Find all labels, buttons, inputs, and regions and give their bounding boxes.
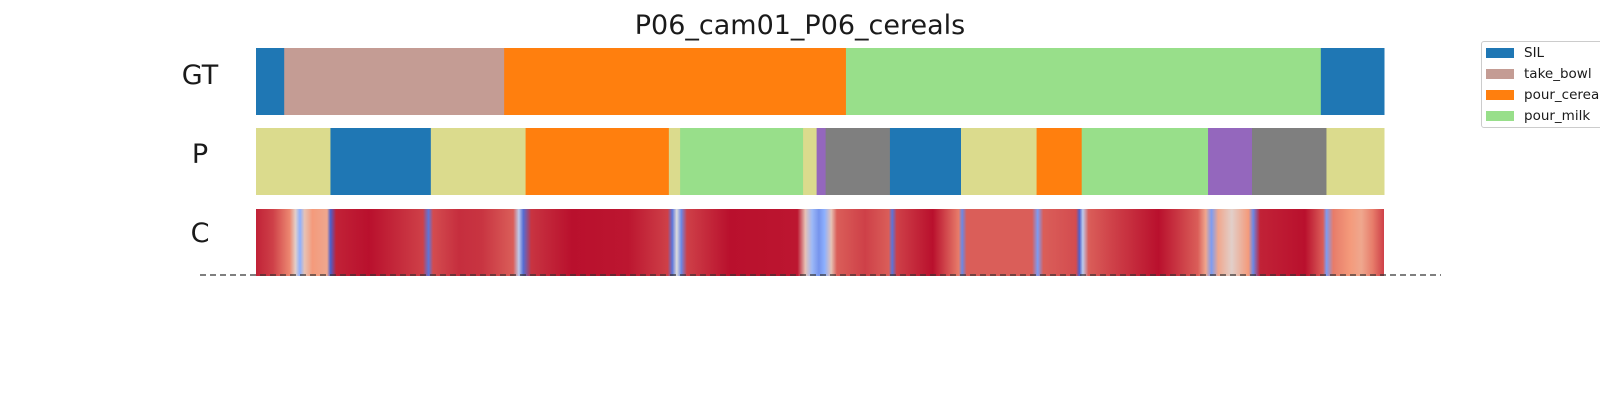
legend: SIL take_bowl pour_cereals pour_milk — [1481, 41, 1600, 128]
segment-p-12 — [1081, 128, 1209, 195]
legend-swatch-pour-cereals — [1486, 90, 1514, 100]
segment-p-7 — [816, 128, 827, 195]
legend-label: SIL — [1524, 45, 1545, 61]
row-label-c: C — [190, 218, 210, 249]
segment-p-10 — [961, 128, 1038, 195]
legend-swatch-sil — [1486, 48, 1514, 58]
legend-label: take_bowl — [1524, 66, 1592, 82]
segment-p-3 — [525, 128, 670, 195]
legend-label: pour_milk — [1524, 108, 1591, 124]
gt-segment-row — [256, 48, 1385, 115]
segment-gt-1 — [284, 48, 505, 115]
legend-item-take-bowl: take_bowl — [1486, 65, 1592, 83]
row-label-gt: GT — [181, 60, 219, 91]
chart-title: P06_cam01_P06_cereals — [634, 10, 966, 41]
legend-item-pour-milk: pour_milk — [1486, 107, 1590, 125]
legend-swatch-take-bowl — [1486, 69, 1514, 79]
confidence-row — [256, 209, 1384, 276]
segment-p-9 — [889, 128, 962, 195]
segment-p-2 — [430, 128, 527, 195]
segment-p-15 — [1326, 128, 1385, 195]
segment-p-0 — [256, 128, 331, 195]
segment-p-5 — [680, 128, 804, 195]
segment-gt-2 — [504, 48, 847, 115]
segment-gt-4 — [1320, 48, 1385, 115]
row-label-p: P — [191, 139, 209, 170]
segment-p-1 — [330, 128, 432, 195]
p-segment-row — [256, 128, 1385, 195]
legend-item-sil: SIL — [1486, 44, 1544, 62]
segment-p-11 — [1036, 128, 1083, 195]
segment-gt-0 — [256, 48, 285, 115]
segment-p-6 — [803, 128, 818, 195]
legend-swatch-pour-milk — [1486, 111, 1514, 121]
legend-label: pour_cereals — [1524, 87, 1600, 103]
segment-p-4 — [668, 128, 681, 195]
segment-p-13 — [1208, 128, 1253, 195]
legend-item-pour-cereals: pour_cereals — [1486, 86, 1600, 104]
segment-p-8 — [825, 128, 891, 195]
confidence-strip — [256, 209, 1384, 276]
segment-gt-3 — [845, 48, 1322, 115]
segment-p-14 — [1252, 128, 1327, 195]
